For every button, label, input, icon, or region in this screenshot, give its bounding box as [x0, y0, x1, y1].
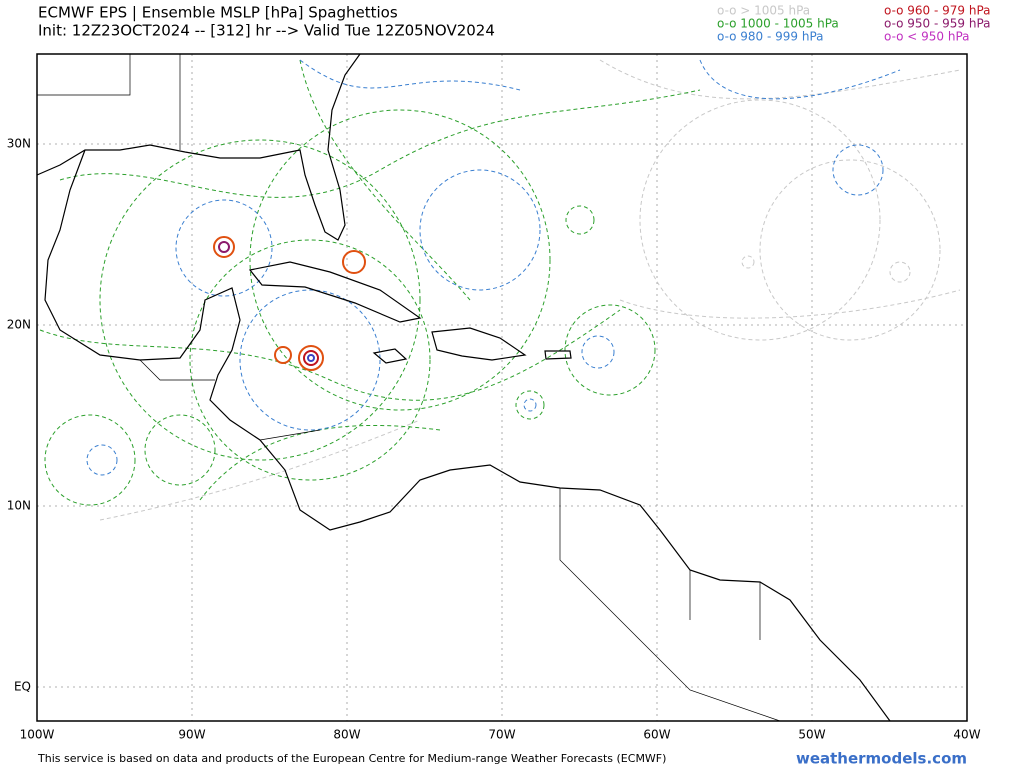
legend-entry: o-o 960 - 979 hPa — [884, 4, 991, 18]
title: ECMWF EPS | Ensemble MSLP [hPa] Spaghett… — [38, 4, 398, 22]
lon-tick-label: 40W — [953, 728, 980, 742]
footer-site: weathermodels.com — [796, 750, 967, 768]
lon-tick-label: 80W — [333, 728, 360, 742]
legend-entry: o-o 950 - 959 hPa — [884, 17, 991, 31]
map — [36, 53, 968, 722]
legend-entry: o-o 1000 - 1005 hPa — [717, 17, 839, 31]
lat-tick-label: 10N — [7, 499, 31, 513]
lon-tick-label: 50W — [798, 728, 825, 742]
lat-tick-label: EQ — [14, 680, 31, 694]
lat-tick-label: 30N — [7, 137, 31, 151]
map-frame — [36, 53, 968, 722]
contours — [39, 59, 961, 521]
map-area — [37, 54, 967, 721]
lon-tick-label: 100W — [20, 728, 55, 742]
footer-note: This service is based on data and produc… — [37, 752, 666, 765]
grid — [37, 54, 967, 721]
lon-tick-label: 70W — [488, 728, 515, 742]
subtitle: Init: 12Z23OCT2024 -- [312] hr --> Valid… — [38, 22, 495, 40]
lon-tick-label: 90W — [178, 728, 205, 742]
legend-entry: o-o < 950 hPa — [884, 30, 970, 44]
lat-tick-label: 20N — [7, 318, 31, 332]
coastlines — [36, 53, 891, 722]
legend-entry: o-o 980 - 999 hPa — [717, 30, 824, 44]
lon-tick-label: 60W — [643, 728, 670, 742]
legend-entry: o-o > 1005 hPa — [717, 4, 810, 18]
